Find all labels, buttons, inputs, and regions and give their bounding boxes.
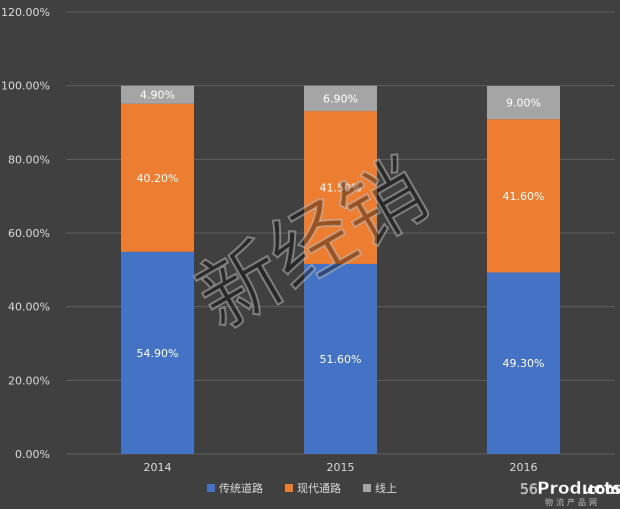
- bar-segment: [304, 263, 377, 454]
- y-tick-label: 80.00%: [8, 153, 50, 166]
- data-label: 41.60%: [503, 190, 545, 203]
- y-tick-label: 40.00%: [8, 301, 50, 314]
- legend-label: 线上: [375, 481, 397, 495]
- bar-segment: [121, 103, 194, 252]
- data-label: 54.90%: [137, 347, 179, 360]
- y-axis-ticks: 0.00% 20.00% 40.00% 60.00% 80.00% 100.00% 120.…: [1, 6, 50, 461]
- x-axis-ticks: 2014 2015 2016: [144, 461, 538, 474]
- y-tick-label: 100.00%: [1, 80, 50, 93]
- legend: 传统道路 现代通路 线上: [207, 481, 397, 495]
- data-label: 40.20%: [137, 172, 179, 185]
- site-logo: 56 Products .com 物流产品网: [520, 479, 620, 507]
- logo-prefix: 56: [520, 482, 538, 498]
- y-tick-label: 60.00%: [8, 227, 50, 240]
- legend-swatch: [285, 484, 293, 492]
- x-tick-label: 2014: [144, 461, 172, 474]
- data-label: 9.00%: [506, 97, 541, 110]
- bar-segment: [487, 119, 560, 273]
- data-label: 51.60%: [320, 353, 362, 366]
- data-label: 4.90%: [140, 89, 175, 102]
- y-tick-label: 120.00%: [1, 6, 50, 19]
- bar-segment: [487, 86, 560, 120]
- data-label: 6.90%: [323, 92, 358, 105]
- bar-segment: [121, 251, 194, 454]
- bar-segment: [304, 111, 377, 264]
- data-label: 49.30%: [503, 357, 545, 370]
- data-labels: 54.90% 40.20% 4.90% 51.60% 41.50% 6.90% 49.30%…: [137, 89, 545, 371]
- x-tick-label: 2016: [510, 461, 538, 474]
- logo-tagline: 物流产品网: [545, 497, 600, 507]
- bar-segment: [304, 85, 377, 112]
- logo-name: Products: [537, 479, 620, 499]
- x-tick-label: 2015: [327, 461, 355, 474]
- legend-label: 传统道路: [219, 481, 263, 495]
- logo-suffix: .com: [582, 482, 620, 498]
- bar-segment: [487, 272, 560, 454]
- bars: [121, 85, 560, 454]
- data-label: 41.50%: [320, 182, 362, 195]
- legend-swatch: [363, 484, 371, 492]
- legend-swatch: [207, 484, 215, 492]
- y-tick-label: 0.00%: [15, 448, 50, 461]
- y-tick-label: 20.00%: [8, 374, 50, 387]
- legend-label: 现代通路: [297, 482, 341, 495]
- bar-segment: [121, 85, 194, 104]
